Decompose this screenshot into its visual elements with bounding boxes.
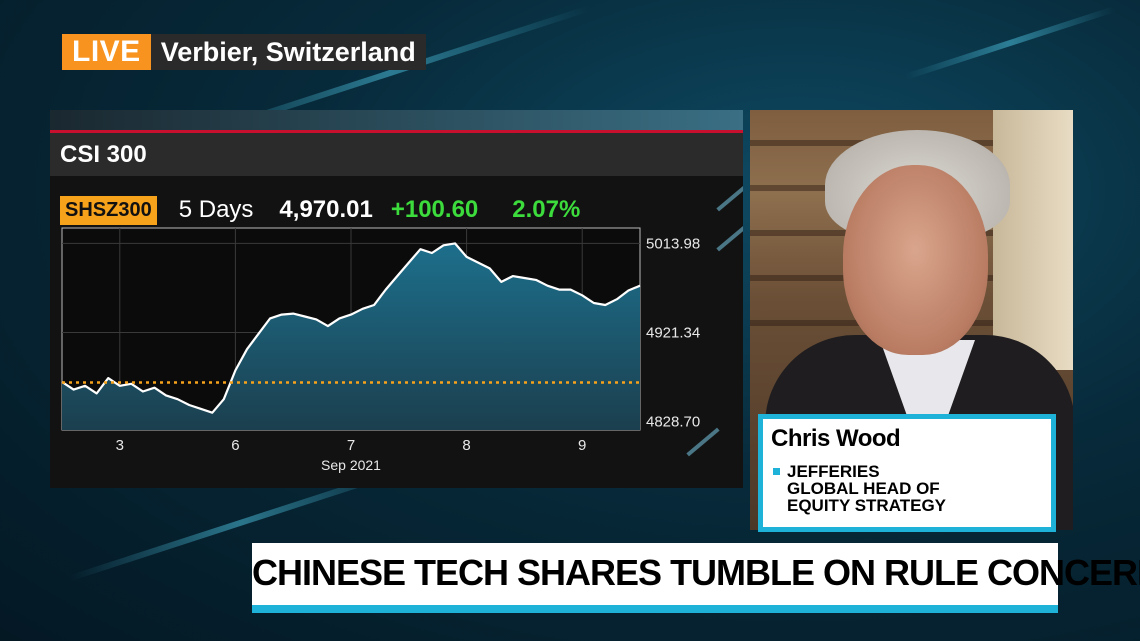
headline-banner: CHINESE TECH SHARES TUMBLE ON RULE CONCE… [252,543,1140,613]
guest-role-line: EQUITY STRATEGY [787,496,947,515]
bullet-icon [773,468,780,475]
headline-text: CHINESE TECH SHARES TUMBLE ON RULE CONCE… [252,552,1140,593]
x-tick-label: 7 [347,437,355,454]
quote-row: SHSZ300 5 Days 4,970.01 +100.60 2.07% [60,195,580,225]
chart-top-bar [50,110,743,130]
chart-red-divider [50,130,743,133]
name-plate-body: Chris Wood JEFFERIES GLOBAL HEAD OF EQUI… [763,419,1051,527]
y-tick-label: 4921.34 [646,325,700,342]
chart-title: CSI 300 [60,141,147,168]
guest-role: JEFFERIES GLOBAL HEAD OF EQUITY STRATEGY [787,463,1047,514]
location-label: Verbier, Switzerland [150,34,426,70]
period-label: 5 Days [178,196,254,223]
chart-title-bar: CSI 300 [50,133,743,176]
y-tick-label: 4828.70 [646,414,700,431]
x-tick-label: 9 [578,437,586,454]
chart-panel: CSI 300 SHSZ300 5 Days 4,970.01 +100.60 … [50,110,743,488]
background-streak [904,6,1116,80]
x-tick-label: 3 [116,437,124,454]
guest-name-plate: Chris Wood JEFFERIES GLOBAL HEAD OF EQUI… [758,414,1056,532]
x-tick-label: 6 [231,437,239,454]
live-banner: LIVE Verbier, Switzerland [62,34,426,70]
live-badge: LIVE [62,34,151,70]
y-tick-label: 5013.98 [646,235,700,252]
price-chart: 5013.98 4921.34 4828.70 3 6 7 8 9 Sep 2021 [61,227,700,473]
headline-accent-bar [252,605,1058,613]
window-light [993,110,1073,370]
guest-role-line: JEFFERIES [787,462,880,481]
ticker-symbol: SHSZ300 [60,195,157,225]
guest-name: Chris Wood [771,425,901,452]
percent-change: 2.07% [512,196,581,223]
series-line [61,242,641,414]
series-area [62,243,640,430]
x-tick-label: 8 [462,437,470,454]
net-change: +100.60 [390,196,479,223]
x-axis-caption: Sep 2021 [321,457,381,473]
guest-face [843,165,988,355]
last-price: 4,970.01 [279,196,373,223]
guest-role-line: GLOBAL HEAD OF [787,479,940,498]
